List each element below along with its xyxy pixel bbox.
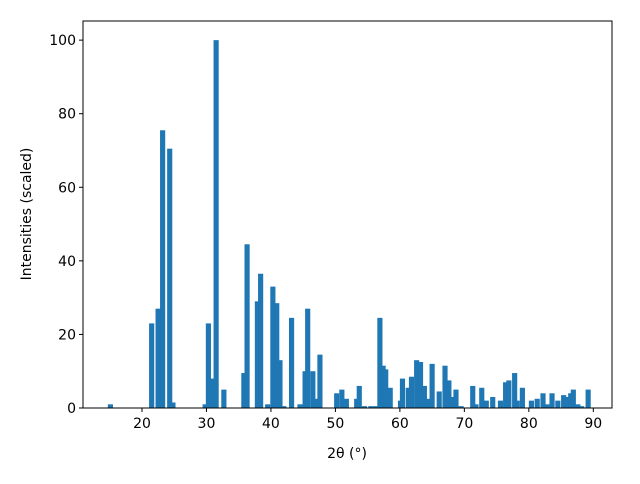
bar (534, 398, 540, 408)
bar (277, 360, 283, 408)
bar (399, 378, 406, 408)
bar (288, 317, 295, 408)
bar (297, 404, 303, 408)
y-tick-label: 60 (58, 180, 76, 196)
bar (343, 398, 349, 408)
bar (265, 404, 271, 408)
bar (221, 389, 227, 408)
x-tick-label: 40 (262, 416, 280, 432)
bar (377, 317, 383, 408)
bar (373, 406, 379, 408)
bar (241, 373, 247, 408)
bar (453, 389, 459, 408)
x-axis-label: 2θ (°) (327, 446, 367, 462)
y-tick-label: 20 (58, 327, 76, 343)
bar (473, 404, 479, 408)
bar (387, 387, 393, 408)
plot-area (107, 40, 591, 409)
bar (421, 385, 427, 408)
bar (479, 387, 485, 408)
bar (570, 389, 576, 408)
x-tick-label: 60 (391, 416, 409, 432)
bar (442, 365, 448, 408)
x-tick-label: 70 (455, 416, 473, 432)
bar (585, 389, 591, 408)
bar (490, 396, 496, 408)
bar (448, 396, 455, 408)
bar (368, 406, 374, 408)
bar (310, 371, 316, 408)
y-tick-label: 0 (67, 401, 76, 417)
bar (244, 244, 250, 408)
y-axis-label: Intensities (scaled) (19, 148, 35, 281)
bar (305, 308, 311, 408)
bar (258, 273, 264, 408)
bar (405, 387, 411, 408)
bar (555, 400, 561, 408)
bar (281, 406, 287, 408)
bar (549, 393, 555, 408)
bar (270, 286, 276, 408)
y-tick-label: 100 (49, 33, 76, 49)
axes-frame (82, 20, 613, 409)
bar (170, 402, 176, 408)
bar (317, 354, 323, 408)
x-tick-label: 80 (520, 416, 538, 432)
bar (361, 406, 368, 408)
bar (519, 387, 525, 408)
bar (544, 404, 550, 408)
bar (383, 369, 389, 408)
bar (254, 301, 260, 408)
bar (107, 404, 113, 408)
bar (356, 385, 362, 408)
bar (339, 389, 345, 408)
bar (213, 40, 219, 409)
bar (417, 362, 424, 408)
bar (506, 380, 512, 408)
bar (579, 406, 585, 408)
bar (209, 378, 215, 408)
bar (503, 382, 509, 408)
bar (414, 360, 420, 408)
bar (512, 373, 518, 408)
bar (528, 400, 534, 408)
bar (429, 363, 435, 408)
y-tick-label: 40 (58, 254, 76, 270)
bar (514, 400, 520, 408)
x-tick-label: 30 (198, 416, 216, 432)
bar (334, 393, 340, 408)
bar (575, 404, 581, 408)
bar (470, 385, 476, 408)
bar (160, 130, 166, 408)
x-tick-label: 50 (326, 416, 344, 432)
bar (436, 391, 442, 408)
bar (149, 323, 155, 408)
bar (155, 308, 161, 408)
bar (540, 393, 546, 408)
bar (205, 323, 211, 408)
x-tick-label: 90 (584, 416, 602, 432)
y-tick-label: 80 (58, 107, 76, 123)
bar (458, 406, 464, 408)
bar (202, 404, 208, 408)
x-tick-label: 20 (133, 416, 151, 432)
bar (408, 376, 415, 408)
bar (274, 303, 280, 408)
bar (167, 148, 173, 409)
bar (425, 398, 431, 408)
bar (483, 400, 489, 408)
bar (446, 380, 452, 408)
bar (563, 396, 569, 408)
bar (497, 400, 504, 408)
